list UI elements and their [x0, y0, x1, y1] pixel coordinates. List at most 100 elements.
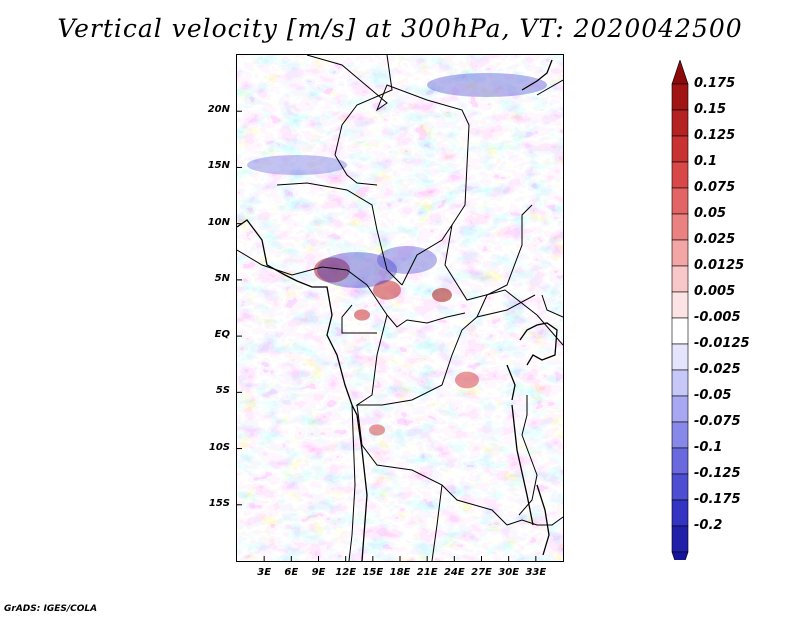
lat-tick-label: 15S — [208, 497, 230, 509]
colorbar-level-label: 0.15 — [694, 102, 727, 117]
lon-tick-label: 24E — [443, 567, 465, 578]
colorbar-level-label: 0.05 — [694, 206, 727, 221]
lon-tick-label: 6E — [284, 567, 299, 578]
colorbar-swatch — [671, 239, 689, 267]
descent-region — [377, 246, 437, 274]
colorbar-swatch — [671, 447, 689, 475]
colorbar-swatch — [671, 291, 689, 319]
country-border — [386, 312, 466, 328]
lat-tick-label: 5S — [215, 385, 230, 397]
colorbar-swatch — [671, 83, 689, 111]
coastline — [519, 322, 558, 366]
lon-tick-label: 21E — [416, 567, 438, 578]
colorbar-level-label: -0.025 — [694, 362, 741, 377]
lon-tick-label: 18E — [389, 567, 411, 578]
lon-tick-label: 9E — [311, 567, 326, 578]
chart-title: Vertical velocity [m/s] at 300hPa, VT: 2… — [57, 14, 743, 43]
convective-cell — [314, 257, 350, 283]
coastline — [237, 219, 368, 561]
lon-tick-label: 15E — [362, 567, 384, 578]
convective-cell — [369, 424, 385, 436]
convective-cell — [455, 371, 479, 389]
colorbar-swatch — [671, 213, 689, 241]
country-border — [237, 249, 388, 356]
colorbar-level-label: -0.0125 — [694, 336, 750, 351]
lat-tick-label: 5N — [214, 272, 230, 284]
lon-tick-label: 12E — [335, 567, 357, 578]
country-border — [431, 484, 443, 561]
lat-tick-label: 10S — [208, 441, 230, 453]
colorbar-swatch — [671, 525, 689, 553]
country-border — [536, 79, 563, 96]
colorbar-bottom-arrow — [671, 551, 689, 560]
descent-region — [247, 155, 347, 175]
convective-cell — [373, 280, 401, 300]
colorbar-level-label: 0.175 — [694, 76, 736, 91]
coastline — [506, 364, 516, 401]
descent-region — [317, 252, 397, 288]
country-border — [476, 204, 533, 318]
colorbar-swatch — [671, 473, 689, 501]
country-border — [334, 55, 393, 156]
lon-tick-label: 33E — [525, 567, 547, 578]
coastlines — [237, 59, 558, 561]
colorbar-level-label: 0.025 — [694, 232, 736, 247]
colorbar-swatch — [671, 187, 689, 215]
colorbar-level-label: 0.075 — [694, 180, 736, 195]
colorbar-level-label: -0.1 — [694, 440, 723, 455]
colorbar-top-arrow — [671, 60, 689, 85]
convective-cell — [432, 288, 452, 302]
colorbar-level-label: -0.2 — [694, 518, 723, 533]
country-border — [541, 294, 563, 318]
lat-tick-label: 15N — [207, 160, 230, 172]
country-border — [356, 404, 508, 526]
lon-tick-label: 30E — [498, 567, 520, 578]
coastline — [521, 59, 553, 91]
country-border — [341, 304, 377, 334]
vertical-velocity-map — [237, 55, 563, 561]
country-border — [348, 404, 356, 561]
colorbar-level-label: -0.005 — [694, 310, 741, 325]
colorbar-swatch — [671, 265, 689, 293]
lon-tick-label: 3E — [257, 567, 272, 578]
coastline — [536, 484, 550, 556]
country-border — [334, 154, 378, 186]
country-border — [276, 182, 403, 286]
coastline — [511, 404, 534, 526]
colorbar-level-label: 0.125 — [694, 128, 736, 143]
grads-credit: GrADS: IGES/COLA — [4, 604, 98, 614]
colorbar-swatch — [671, 343, 689, 371]
colorbar-swatch — [671, 499, 689, 527]
convective-cells — [247, 73, 547, 436]
axis-ticks — [237, 110, 537, 561]
colorbar-swatch — [671, 395, 689, 423]
colorbar-level-label: -0.175 — [694, 492, 741, 507]
lat-tick-label: EQ — [214, 329, 230, 341]
colorbar-level-label: 0.0125 — [694, 258, 745, 273]
colorbar-level-label: 0.005 — [694, 284, 736, 299]
colorbar-swatch — [671, 317, 689, 345]
colorbar-swatch — [671, 421, 689, 449]
colorbar-swatch — [671, 369, 689, 397]
colorbar-swatch — [671, 135, 689, 163]
colorbar-level-label: 0.1 — [694, 154, 718, 169]
lon-tick-label: 27E — [471, 567, 492, 578]
colorbar — [671, 60, 689, 560]
colorbar-level-label: -0.075 — [694, 414, 741, 429]
map-panel — [236, 54, 564, 562]
colorbar-level-label: -0.05 — [694, 388, 732, 403]
country-border — [536, 314, 563, 346]
colorbar-level-label: -0.125 — [694, 466, 741, 481]
lat-tick-label: 20N — [207, 104, 230, 116]
country-border — [444, 124, 538, 316]
colorbar-swatch — [671, 109, 689, 137]
country-border — [506, 516, 563, 526]
lat-tick-label: 10N — [207, 216, 230, 228]
country-border — [518, 395, 538, 516]
country-borders — [237, 55, 563, 561]
country-border — [355, 294, 536, 406]
velocity-field-shading — [237, 55, 563, 561]
country-border — [401, 224, 453, 286]
country-border — [306, 55, 470, 126]
descent-region — [427, 73, 547, 97]
